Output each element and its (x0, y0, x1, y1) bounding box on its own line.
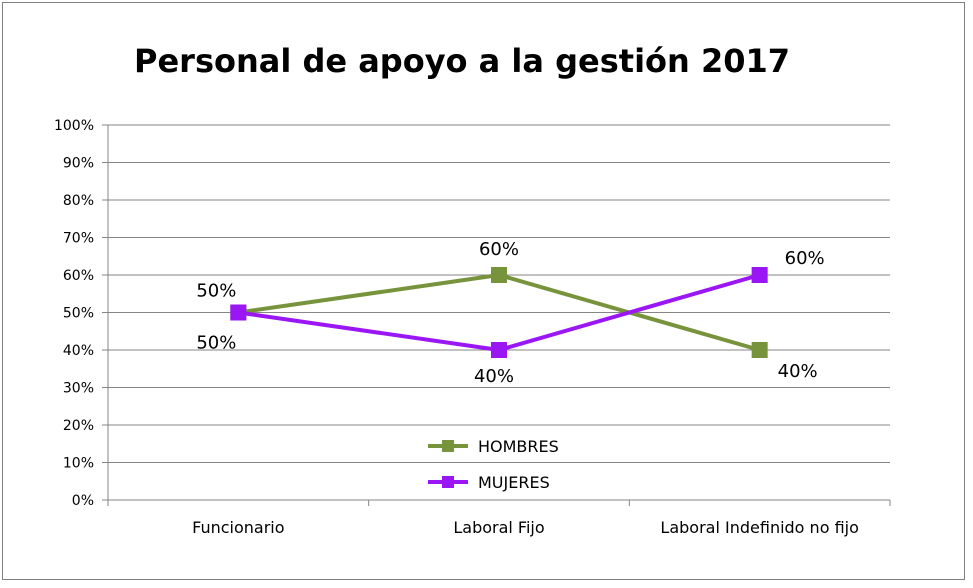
data-label: 40% (474, 366, 514, 387)
y-tick-label: 70% (63, 231, 94, 247)
y-tick-label: 10% (63, 456, 94, 472)
x-category-label: Laboral Fijo (453, 518, 544, 537)
y-tick-label: 60% (63, 268, 94, 284)
chart-title: Personal de apoyo a la gestión 2017 (134, 42, 790, 80)
data-label: 60% (479, 239, 519, 260)
y-tick-label: 40% (63, 343, 94, 359)
y-tick-label: 0% (72, 493, 94, 509)
y-axis-ticks: 0% 10% 20% 30% 40% 50% 60% 70% 80% 90% 100% (54, 118, 94, 509)
data-point-marker (230, 304, 247, 321)
data-point-marker (751, 267, 768, 283)
x-category-label: Laboral Indefinido no fijo (660, 518, 858, 537)
y-tick-label: 30% (63, 381, 94, 397)
data-label: 50% (196, 333, 236, 354)
y-tick-label: 20% (63, 418, 94, 434)
x-axis-categories: Funcionario Laboral Fijo Laboral Indefinid… (192, 518, 859, 537)
x-category-label: Funcionario (192, 518, 284, 537)
legend-marker (442, 476, 454, 488)
series-group: 50% 60% 40% 50% 40% 60% (196, 239, 824, 387)
y-tick-label: 50% (63, 306, 94, 322)
legend: HOMBRES MUJERES (428, 437, 559, 492)
y-tick-label: 90% (63, 156, 94, 172)
data-label: 50% (196, 281, 236, 302)
data-label: 40% (778, 361, 818, 382)
y-tick-label: 100% (54, 118, 94, 134)
data-point-marker (491, 342, 507, 358)
chart-frame (2, 2, 965, 580)
y-tick-label: 80% (63, 193, 94, 209)
data-label: 60% (785, 248, 825, 269)
legend-label: MUJERES (478, 473, 550, 492)
legend-label: HOMBRES (478, 437, 559, 456)
data-point-marker (751, 342, 768, 358)
legend-marker (442, 440, 454, 452)
data-point-marker (491, 267, 507, 283)
